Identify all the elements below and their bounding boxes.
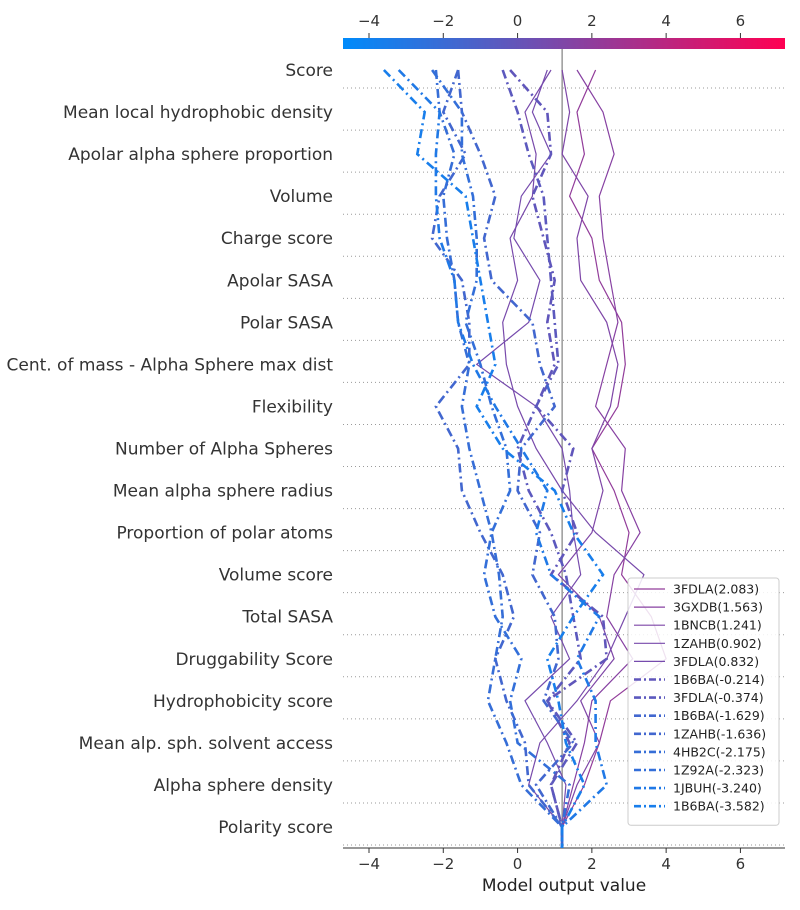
feature-label: Polarity score: [218, 818, 333, 838]
feature-label: Mean alp. sph. solvent access: [79, 734, 333, 754]
legend-label: 3FDLA(2.083): [673, 582, 759, 597]
bottom-tick-label: 4: [661, 855, 671, 873]
bottom-tick-label: 0: [513, 855, 523, 873]
decision-line: [456, 69, 575, 848]
feature-label: Mean alpha sphere radius: [113, 482, 333, 502]
bottom-tick-label: 2: [587, 855, 597, 873]
decision-line: [434, 69, 564, 848]
feature-label: Proportion of polar atoms: [116, 524, 333, 544]
legend-label: 3GXDB(1.563): [673, 600, 763, 615]
feature-label: Alpha sphere density: [154, 776, 333, 796]
feature-labels: Score Mean local hydrophobic density Apola…: [6, 61, 333, 838]
feature-label: Apolar SASA: [227, 271, 333, 291]
legend-label: 1B6BA(-0.214): [673, 672, 765, 687]
feature-label: Total SASA: [241, 608, 333, 628]
feature-label: Hydrophobicity score: [153, 692, 333, 712]
legend-label: 1B6BA(-3.582): [673, 799, 765, 814]
top-tick-label: −4: [358, 12, 380, 30]
feature-label: Apolar alpha sphere proportion: [68, 145, 333, 165]
top-tick-label: −2: [432, 12, 454, 30]
top-tick-label: 4: [661, 12, 671, 30]
decision-lines: [382, 69, 667, 848]
feature-label: Cent. of mass - Alpha Sphere max dist: [6, 355, 333, 375]
top-tick-label: 6: [736, 12, 746, 30]
bottom-tick-label: −4: [358, 855, 380, 873]
legend-label: 1BNCB(1.241): [673, 618, 762, 633]
feature-label: Score: [285, 61, 333, 81]
decision-line: [431, 69, 572, 848]
bottom-tick-label: −2: [432, 855, 454, 873]
decision-line: [382, 69, 605, 848]
decision-line: [509, 69, 609, 848]
feature-label: Number of Alpha Spheres: [115, 440, 333, 460]
feature-label: Druggability Score: [175, 650, 333, 670]
legend-label: 1ZAHB(-1.636): [673, 726, 766, 741]
top-tick-label: 0: [513, 12, 523, 30]
feature-label: Polar SASA: [240, 313, 333, 333]
legend-label: 1B6BA(-1.629): [673, 708, 765, 723]
decision-line: [475, 69, 582, 848]
legend-label: 4HB2C(-2.175): [673, 744, 766, 759]
x-axis-label: Model output value: [482, 876, 646, 896]
colorbar: [343, 38, 785, 49]
top-tick-label: 2: [587, 12, 597, 30]
decision-line: [430, 69, 564, 848]
feature-label: Mean local hydrophobic density: [63, 103, 333, 123]
decision-line: [502, 69, 645, 848]
feature-label: Volume: [270, 187, 333, 207]
legend-label: 1Z92A(-2.323): [673, 763, 764, 778]
feature-label: Charge score: [221, 229, 333, 249]
legend-label: 3FDLA(0.832): [673, 654, 759, 669]
bottom-tick-label: 6: [736, 855, 746, 873]
legend-box: [627, 577, 780, 826]
decision-line: [561, 69, 667, 848]
legend-label: 1ZAHB(0.902): [673, 636, 762, 651]
legend: 3FDLA(2.083) 3GXDB(1.563) 1BNCB(1.241) 1ZAH…: [627, 577, 780, 826]
decision-line: [397, 69, 609, 848]
legend-label: 3FDLA(-0.374): [673, 690, 764, 705]
feature-label: Flexibility: [252, 397, 333, 417]
decision-line: [561, 69, 641, 848]
bottom-x-axis: −4 −2 0 2 4 6: [343, 847, 785, 873]
decision-line: [501, 69, 583, 848]
legend-label: 1JBUH(-3.240): [673, 781, 762, 796]
feature-label: Volume score: [219, 566, 333, 586]
top-x-axis: −4 −2 0 2 4 6: [358, 12, 745, 38]
